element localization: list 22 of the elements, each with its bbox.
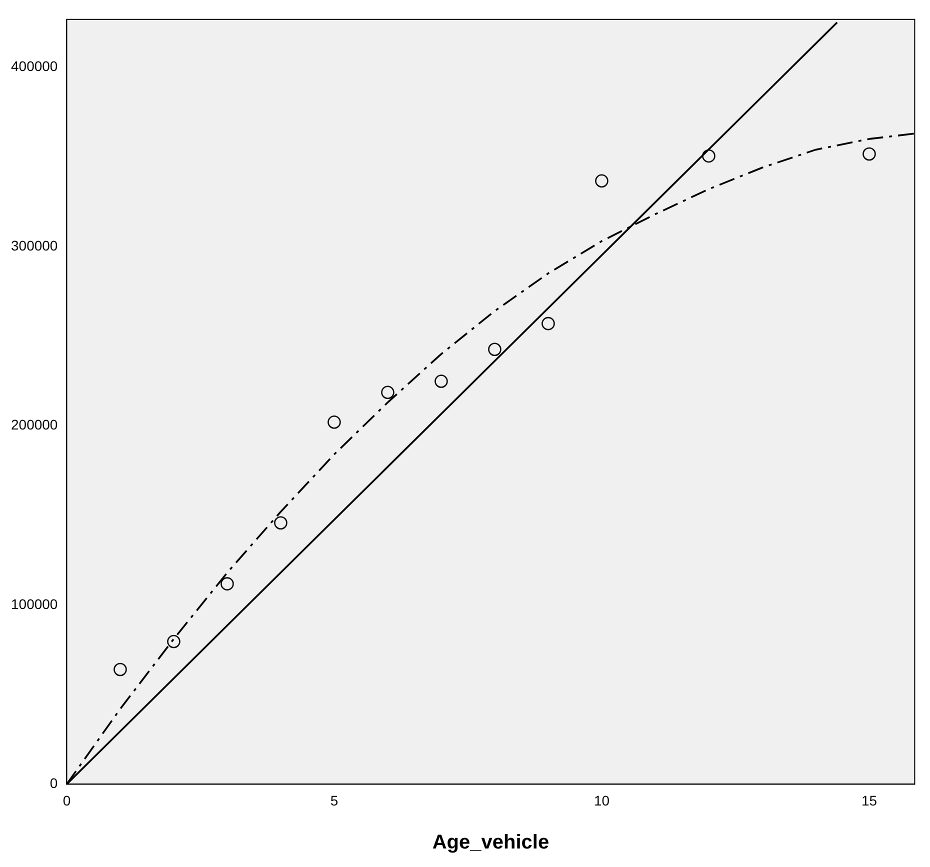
point — [862, 147, 876, 161]
point — [702, 149, 716, 163]
y-tick-label: 100000 — [11, 596, 58, 612]
point — [328, 415, 341, 429]
x-tick-label: 0 — [62, 792, 71, 808]
point — [381, 386, 394, 400]
point — [434, 374, 448, 388]
y-tick-label: 300000 — [11, 237, 58, 254]
y-tick-label: 0 — [50, 775, 58, 792]
x-tick-label: 5 — [330, 792, 338, 808]
x-tick-label: 10 — [594, 792, 610, 808]
point — [542, 316, 555, 330]
y-tick-label: 400000 — [11, 58, 58, 74]
point — [167, 634, 180, 648]
point — [274, 516, 288, 530]
point — [220, 577, 234, 590]
point — [114, 662, 127, 676]
point — [488, 342, 502, 356]
x-axis-title: Age_vehicle — [432, 832, 550, 854]
y-tick-label: 200000 — [11, 416, 58, 433]
point — [595, 174, 608, 188]
x-tick-label: 15 — [861, 792, 878, 808]
